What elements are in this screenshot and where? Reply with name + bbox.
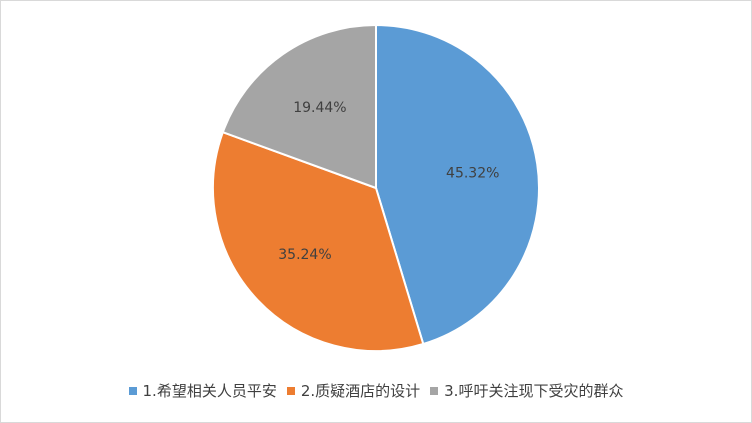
legend-item-1: 1.希望相关人员平安 bbox=[128, 380, 277, 401]
slice-value-label-2: 35.24% bbox=[278, 247, 331, 263]
slice-value-label-1: 45.32% bbox=[446, 166, 499, 182]
legend-item-2: 2.质疑酒店的设计 bbox=[286, 380, 421, 401]
legend-item-3: 3.呼吁关注现下受灾的群众 bbox=[430, 380, 623, 401]
legend-label-1: 1.希望相关人员平安 bbox=[142, 382, 277, 400]
legend-swatch-1 bbox=[128, 386, 137, 395]
legend: 1.希望相关人员平安 2.质疑酒店的设计 3.呼吁关注现下受灾的群众 bbox=[1, 380, 751, 401]
pie-slice-3 bbox=[221, 23, 377, 190]
slice-value-label-3: 19.44% bbox=[293, 100, 346, 116]
legend-label-3: 3.呼吁关注现下受灾的群众 bbox=[444, 382, 624, 400]
legend-swatch-2 bbox=[286, 386, 295, 395]
pie-slice-1 bbox=[375, 23, 540, 346]
legend-swatch-3 bbox=[430, 386, 439, 395]
legend-label-2: 2.质疑酒店的设计 bbox=[300, 382, 421, 400]
